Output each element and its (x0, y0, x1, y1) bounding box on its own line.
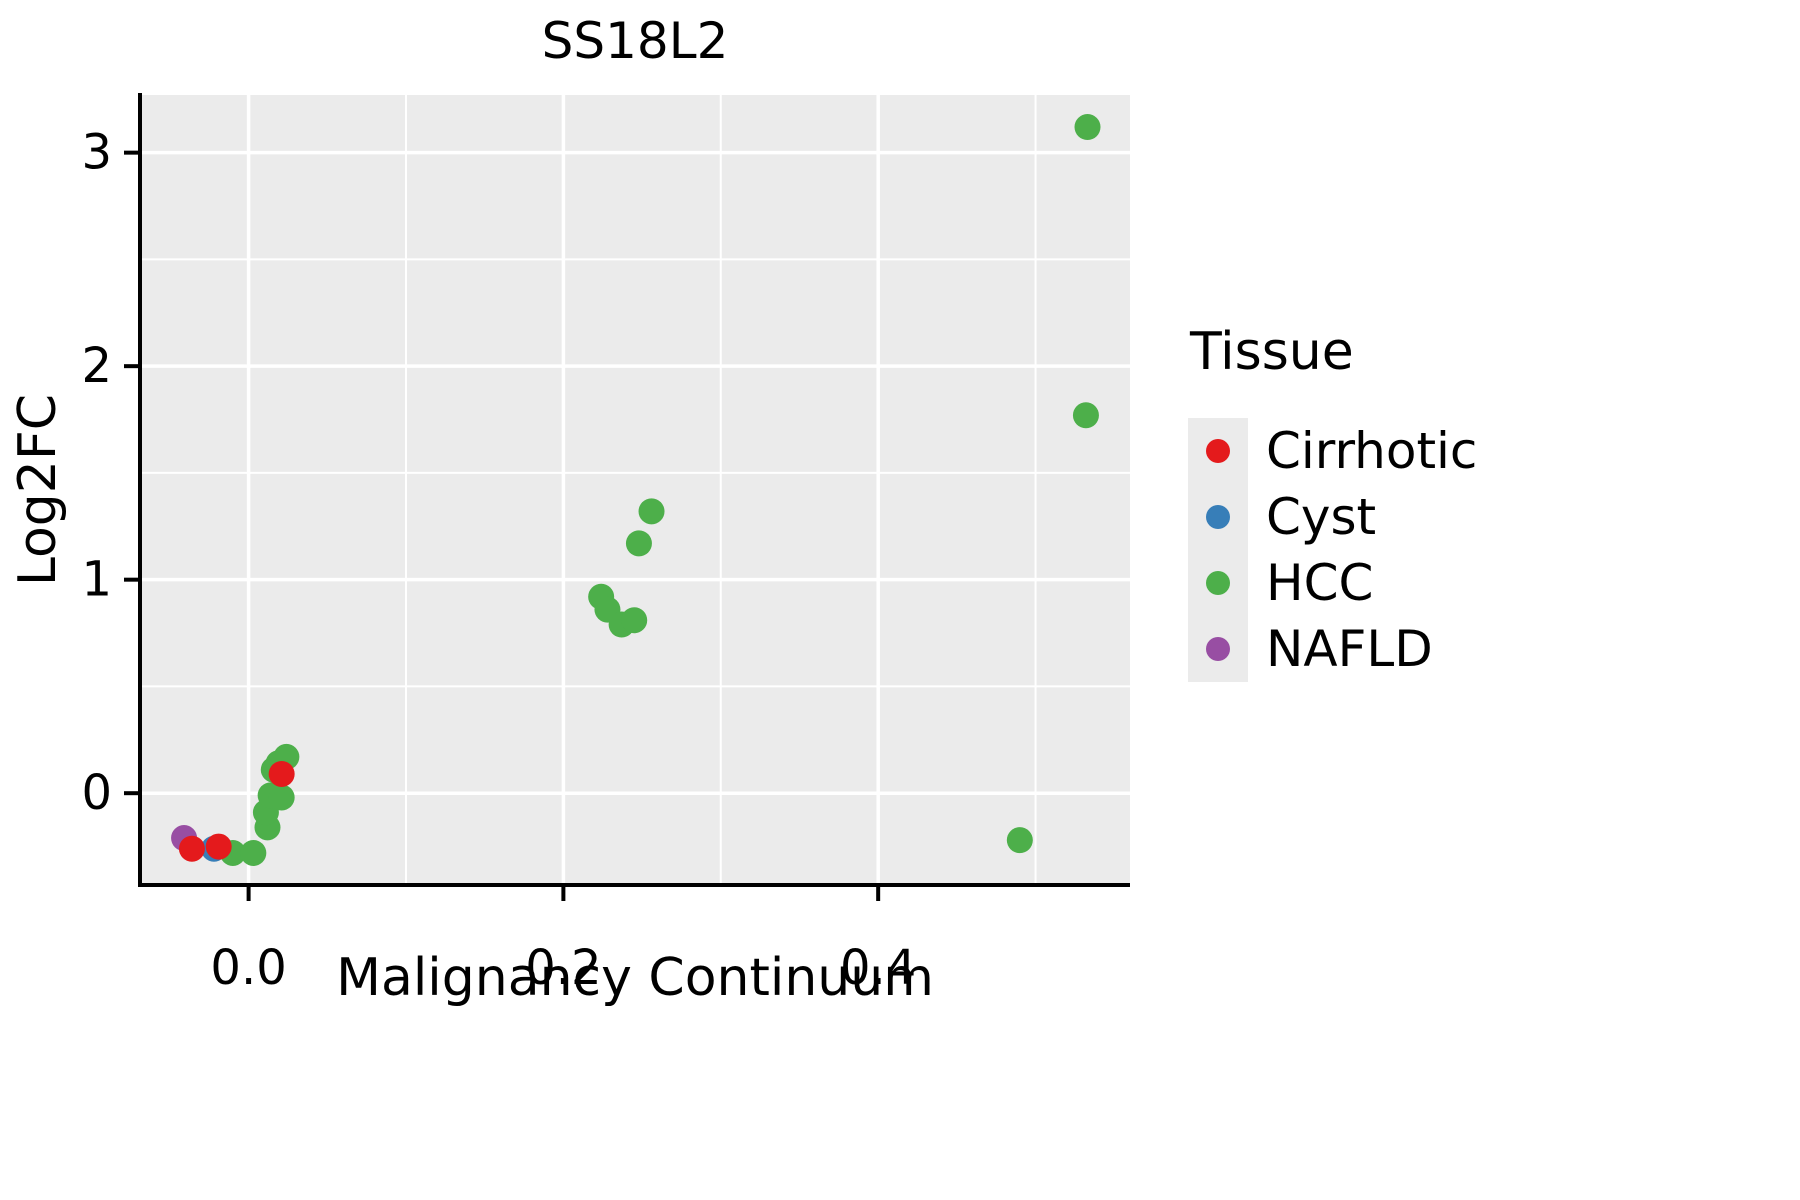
legend-label: NAFLD (1266, 620, 1433, 678)
legend-key (1188, 550, 1248, 616)
legend-label: Cirrhotic (1266, 422, 1478, 480)
x-tick-label: 0.2 (525, 940, 601, 996)
y-tick-label: 1 (81, 552, 112, 608)
data-point-cirrhotic (268, 760, 295, 787)
legend-title: Tissue (1190, 322, 1354, 382)
data-point-hcc (268, 784, 295, 811)
legend-key (1188, 484, 1248, 550)
legend-label: Cyst (1266, 488, 1377, 546)
data-point-cirrhotic (178, 835, 205, 862)
y-tick-label: 3 (81, 125, 112, 181)
legend-swatch-nafld (1206, 637, 1230, 661)
y-tick-label: 0 (81, 765, 112, 821)
legend-swatch-hcc (1206, 571, 1230, 595)
data-point-hcc (638, 498, 665, 525)
data-point-cirrhotic (205, 833, 232, 860)
chart-title: SS18L2 (541, 12, 729, 70)
data-point-hcc (625, 530, 652, 557)
legend-swatch-cyst (1206, 505, 1230, 529)
legend-label: HCC (1266, 554, 1374, 612)
data-point-hcc (1072, 402, 1099, 429)
legend-item-cyst: Cyst (1188, 484, 1477, 550)
legend-swatch-cirrhotic (1206, 439, 1230, 463)
legend-item-hcc: HCC (1188, 550, 1477, 616)
y-tick-label: 2 (81, 338, 112, 394)
legend-key (1188, 616, 1248, 682)
plot-panel (140, 95, 1130, 885)
data-point-hcc (1074, 114, 1101, 141)
y-axis-label: Log2FC (8, 393, 68, 587)
legend-key (1188, 418, 1248, 484)
x-axis-label: Malignancy Continuum (336, 948, 934, 1008)
x-tick-label: 0.0 (210, 940, 286, 996)
data-point-hcc (621, 607, 648, 634)
legend: Tissue Cirrhotic Cyst HCC NAFLD (1188, 322, 1477, 682)
legend-item-cirrhotic: Cirrhotic (1188, 418, 1477, 484)
data-point-hcc (1006, 827, 1033, 854)
legend-item-nafld: NAFLD (1188, 616, 1477, 682)
legend-items: Cirrhotic Cyst HCC NAFLD (1188, 418, 1477, 682)
data-point-hcc (240, 839, 267, 866)
x-tick-label: 0.4 (840, 940, 916, 996)
